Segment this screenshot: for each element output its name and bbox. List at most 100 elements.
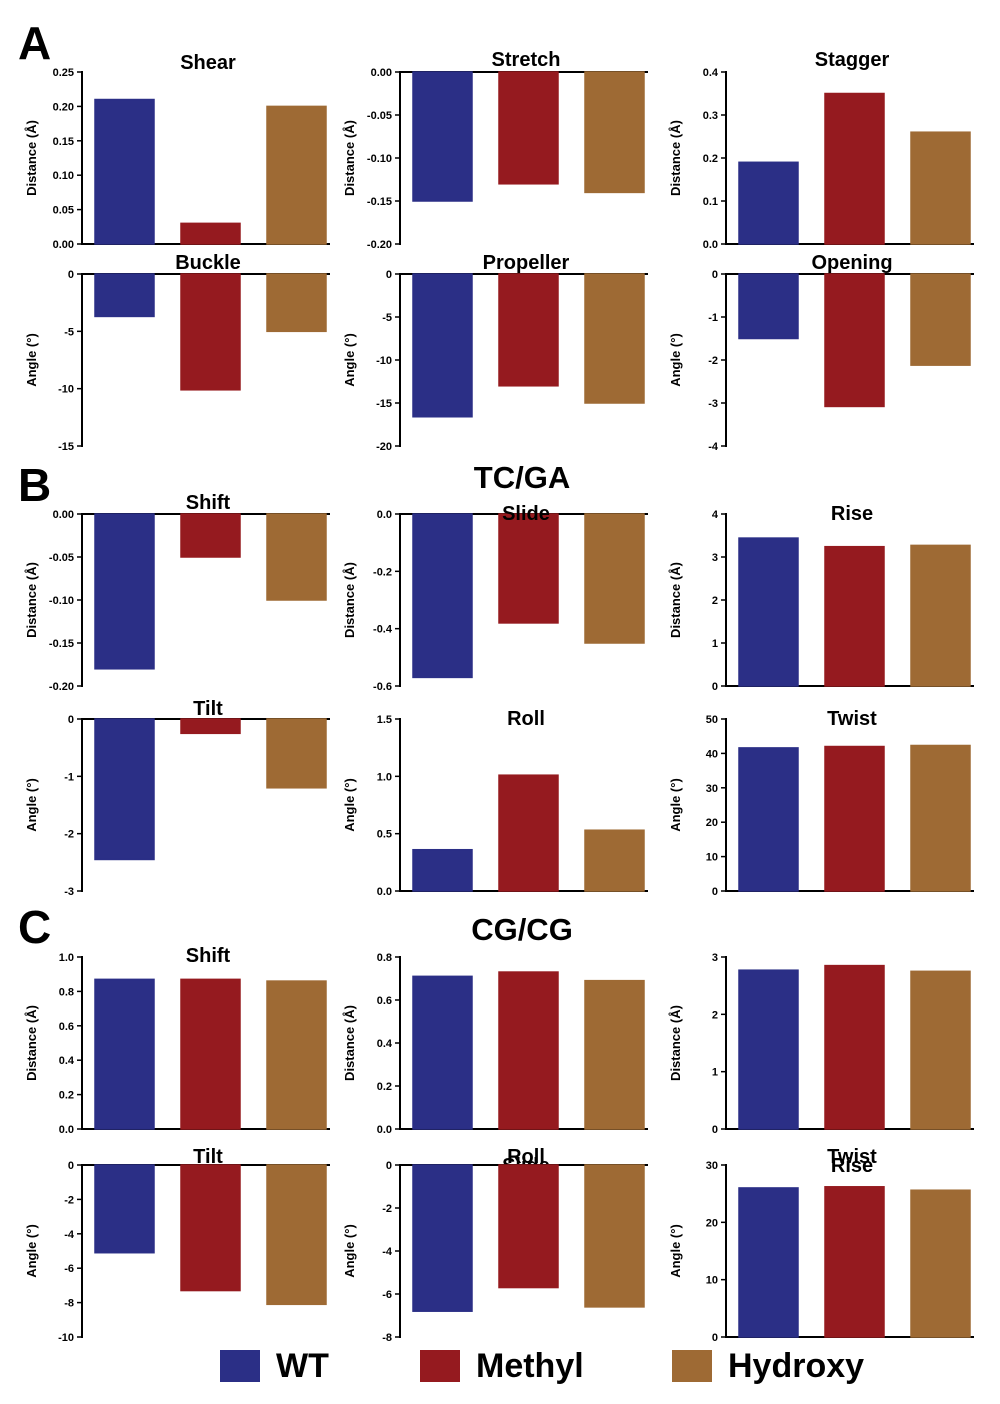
bar-methyl (498, 774, 559, 892)
y-tick-label: 20 (706, 817, 718, 829)
y-tick-label: 0.5 (377, 829, 392, 841)
y-tick-label: 0 (68, 269, 74, 281)
y-tick-label: 0.15 (53, 136, 74, 148)
y-tick-label: 0.2 (703, 153, 718, 165)
y-tick-label: -0.10 (367, 153, 392, 165)
y-tick-label: 0.3 (703, 110, 718, 122)
chart-stagger-3: 0.0 0.1 0.2 0.3 0.4 Stagger Distance (Å) (668, 49, 974, 251)
legend-swatch-hydroxy (672, 1350, 712, 1382)
y-tick-label: 1 (712, 638, 718, 650)
y-axis-label: Angle (°) (668, 333, 683, 387)
bar-wt (412, 273, 473, 418)
bar-hydroxy (266, 980, 327, 1130)
chart-tilt-16: -10 -8 -6 -4 -2 0 Tilt Angle (°) (24, 1146, 330, 1344)
bar-methyl (498, 513, 559, 624)
y-tick-label: -2 (64, 829, 74, 841)
y-tick-label: 0.6 (377, 995, 392, 1007)
bar-methyl (824, 545, 885, 687)
bar-wt (738, 161, 799, 245)
chart-title: Propeller (483, 252, 570, 274)
y-axis-label: Distance (Å) (342, 1005, 357, 1081)
chart-title: Roll (507, 708, 545, 730)
chart-title: Shear (180, 52, 236, 74)
y-axis-label: Distance (Å) (24, 120, 39, 196)
bar-wt (412, 71, 473, 202)
y-tick-label: -4 (708, 441, 719, 453)
y-axis-label: Angle (°) (24, 333, 39, 387)
y-tick-label: 0 (68, 1160, 74, 1172)
chart-propeller-5: -20 -15 -10 -5 0 Propeller Angle (°) (342, 252, 648, 453)
section-title-cgcg: CG/CG (471, 912, 573, 947)
y-tick-label: 3 (712, 952, 718, 964)
bar-wt (738, 1187, 799, 1338)
legend-item-wt: WT (220, 1344, 329, 1388)
y-tick-label: 0.20 (53, 101, 74, 113)
y-tick-label: -0.4 (373, 624, 393, 636)
y-tick-label: 0.1 (703, 196, 718, 208)
y-tick-label: -15 (376, 398, 392, 410)
y-axis-label: Angle (°) (24, 778, 39, 832)
bar-methyl (180, 1164, 241, 1292)
y-tick-label: 0.2 (377, 1081, 392, 1093)
y-tick-label: -3 (64, 886, 74, 898)
y-tick-label: 0.4 (703, 67, 719, 79)
y-tick-label: 0.0 (59, 1124, 74, 1136)
y-tick-label: 0.2 (59, 1090, 74, 1102)
bar-hydroxy (584, 829, 645, 892)
y-tick-label: 2 (712, 595, 718, 607)
bar-hydroxy (910, 970, 971, 1130)
chart-slide-14: 0.00.20.40.60.8SlideDistance (Å) (342, 952, 648, 1177)
bar-methyl (498, 71, 559, 185)
chart-title: Buckle (175, 252, 241, 274)
chart-rise-9: 0 1 2 3 4 Rise Distance (Å) (668, 503, 974, 693)
y-axis-label: Angle (°) (342, 778, 357, 832)
chart-rise-15: 0 1 2 3 Rise Distance (Å) (668, 952, 974, 1177)
y-axis-label: Angle (°) (668, 1224, 683, 1278)
bar-hydroxy (910, 544, 971, 687)
bar-hydroxy (910, 744, 971, 892)
y-axis-label: Distance (Å) (342, 562, 357, 638)
y-tick-label: -0.15 (367, 196, 392, 208)
y-tick-label: 50 (706, 714, 718, 726)
chart-stretch-2: -0.20 -0.15 -0.10 -0.05 0.00 Stretch Distance … (342, 49, 648, 251)
y-axis-label: Distance (Å) (342, 120, 357, 196)
legend-label-wt: WT (276, 1346, 329, 1385)
y-axis-label: Distance (Å) (668, 1005, 683, 1081)
bar-hydroxy (584, 273, 645, 404)
bar-methyl (498, 971, 559, 1130)
bar-hydroxy (266, 718, 327, 789)
legend: WT Methyl Hydroxy (0, 1344, 1000, 1394)
y-axis-label: Angle (°) (342, 333, 357, 387)
y-tick-label: 0.4 (377, 1038, 393, 1050)
y-tick-label: -8 (64, 1298, 74, 1310)
y-tick-label: 0.25 (53, 67, 74, 79)
chart-title: Stretch (492, 49, 561, 71)
bar-methyl (824, 964, 885, 1130)
y-tick-label: 1.0 (59, 952, 74, 964)
y-tick-label: -20 (376, 441, 392, 453)
section-title-tcga: TC/GA (473, 460, 571, 495)
bar-hydroxy (910, 273, 971, 366)
chart-tilt-10: -3 -2 -1 0 Tilt Angle (°) (24, 698, 330, 898)
legend-label-hydroxy: Hydroxy (728, 1346, 865, 1385)
y-tick-label: 2 (712, 1009, 718, 1021)
bar-methyl (824, 273, 885, 408)
y-tick-label: -1 (708, 312, 718, 324)
y-tick-label: -5 (382, 312, 392, 324)
y-tick-label: 40 (706, 748, 718, 760)
chart-title: Twist (827, 1146, 877, 1168)
y-tick-label: -0.05 (49, 552, 74, 564)
legend-label-methyl: Methyl (476, 1346, 584, 1385)
y-tick-label: 1.0 (377, 771, 392, 783)
y-tick-label: 10 (706, 852, 718, 864)
bar-hydroxy (584, 513, 645, 644)
bar-wt (412, 1164, 473, 1312)
bar-wt (738, 747, 799, 892)
y-tick-label: 0 (712, 681, 718, 693)
bar-hydroxy (266, 105, 327, 245)
y-tick-label: 0 (712, 886, 718, 898)
legend-item-hydroxy: Hydroxy (672, 1344, 864, 1388)
panel-letter-c: C (18, 901, 52, 953)
bar-wt (94, 98, 155, 245)
y-tick-label: 0 (386, 269, 392, 281)
